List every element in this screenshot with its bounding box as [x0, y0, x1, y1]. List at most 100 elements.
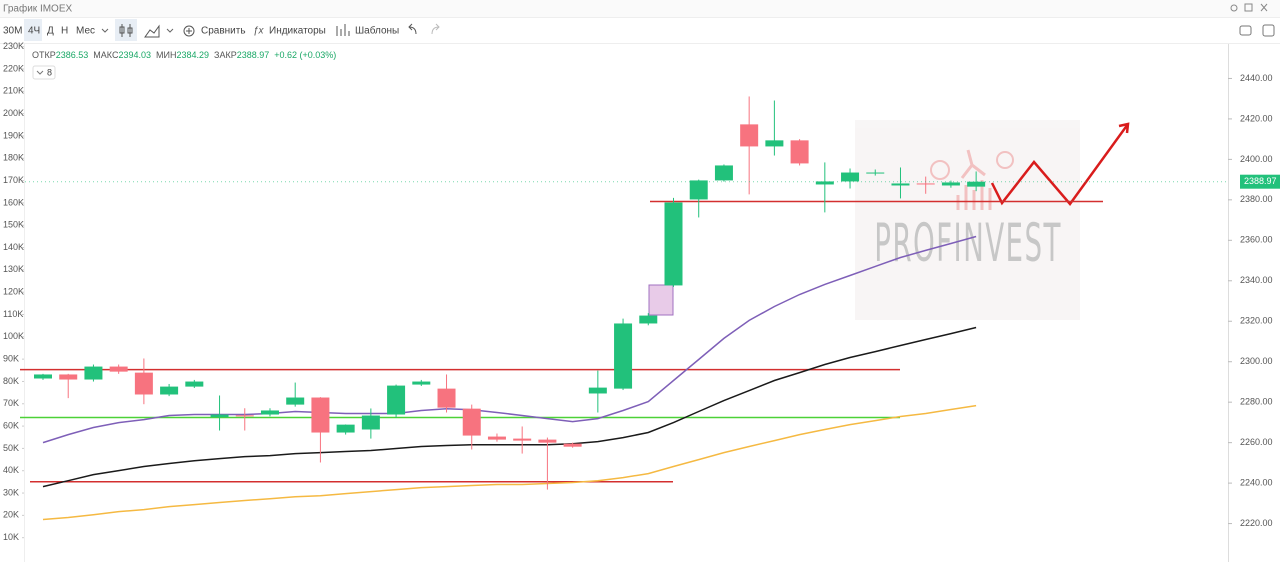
- chevron[interactable]: [101, 28, 109, 33]
- y2-tick-label: 170K: [3, 175, 24, 185]
- undo-button[interactable]: [408, 23, 417, 35]
- axes: 2220.00 2240.00 2260.00 2280.00 2300.00 2320.…: [3, 41, 1273, 542]
- detach-button[interactable]: [1244, 3, 1253, 12]
- interval-button[interactable]: 4Ч: [28, 26, 40, 37]
- y2-tick-label: 160K: [3, 197, 24, 207]
- candle-body: [639, 315, 658, 324]
- candle-body: [361, 415, 380, 430]
- moving-average: [42, 235, 977, 444]
- candle-body: [513, 438, 532, 441]
- watermark-text: PROFINVEST: [874, 213, 1062, 274]
- candle-body: [891, 183, 910, 186]
- y2-tick-label: 120K: [3, 287, 24, 297]
- legend-label: МИН: [156, 50, 176, 60]
- chart-type-button[interactable]: [115, 19, 137, 41]
- candle-body: [916, 183, 935, 185]
- y2-tick-label: 220K: [3, 63, 24, 73]
- y-tick-label: 2400.00: [1240, 154, 1273, 164]
- title-bar: [0, 0, 1280, 17]
- candle-body: [714, 165, 733, 181]
- watermark-icon: [930, 160, 950, 180]
- screenshot-button[interactable]: [1239, 25, 1252, 36]
- y-tick-label: 2320.00: [1240, 316, 1273, 326]
- indicator-toggle[interactable]: [32, 65, 56, 80]
- interval-button[interactable]: Мес: [76, 26, 95, 37]
- legend-value: 2384.29: [176, 50, 209, 60]
- y2-tick-label: 230K: [3, 41, 24, 51]
- y-tick-label: 2360.00: [1240, 235, 1273, 245]
- candle-body: [437, 388, 456, 408]
- chevron: [36, 70, 44, 75]
- indicators-button[interactable]: Индикаторы: [269, 26, 326, 37]
- compare-icon-plus: [186, 28, 192, 34]
- candle-body: [336, 424, 355, 433]
- candle-body: [841, 172, 860, 182]
- watermark-icon: [996, 151, 1014, 169]
- candle-body: [84, 366, 103, 380]
- y-tick-label: 2280.00: [1240, 397, 1273, 407]
- legend-label: ОТКР: [32, 50, 56, 60]
- candle-body: [866, 172, 885, 174]
- compare-icon[interactable]: [183, 25, 195, 37]
- highlight-box: [648, 284, 674, 316]
- candle-body: [109, 366, 128, 372]
- indicators-icon[interactable]: ƒx: [253, 26, 265, 37]
- interval-button[interactable]: 30М: [3, 26, 22, 37]
- candle-body: [185, 381, 204, 387]
- candle-icon: [119, 24, 133, 37]
- candle-body: [664, 202, 683, 286]
- candle-body: [412, 381, 431, 385]
- candle-body: [462, 408, 481, 436]
- candle-body: [235, 415, 254, 417]
- candle-body: [967, 181, 986, 187]
- active-interval-bg: [24, 19, 42, 41]
- forecast-arrow: [990, 122, 1130, 207]
- moving-average: [42, 404, 977, 521]
- candle-body: [765, 140, 784, 147]
- candle-body: [941, 182, 960, 186]
- legend-label: ЗАКР: [214, 50, 237, 60]
- window-buttons[interactable]: [1230, 3, 1268, 12]
- y2-tick-label: 200K: [3, 108, 24, 118]
- candle-body: [160, 386, 179, 395]
- settings-panel-button[interactable]: [1262, 24, 1275, 37]
- legend-value: 2386.53: [56, 50, 89, 60]
- y-tick-label: 2260.00: [1240, 437, 1273, 447]
- y2-tick-label: 70K: [3, 398, 19, 408]
- templates-button[interactable]: Шаблоны: [355, 25, 399, 37]
- chevron[interactable]: [166, 28, 174, 33]
- candle-body: [588, 387, 607, 394]
- y-tick-label: 2440.00: [1240, 73, 1273, 83]
- last-price-tag: 2388.97: [1244, 176, 1277, 186]
- y2-tick-label: 10K: [3, 532, 19, 542]
- settings-button[interactable]: [1230, 4, 1238, 12]
- candle-body: [815, 181, 834, 185]
- y2-tick-label: 110K: [3, 309, 23, 319]
- candle-body: [740, 124, 759, 147]
- last-price-tag-bg: [1240, 174, 1280, 189]
- area-icon[interactable]: [144, 24, 160, 38]
- y-tick-label: 2240.00: [1240, 477, 1273, 487]
- interval-button[interactable]: Н: [61, 26, 68, 37]
- candle-body: [689, 180, 708, 200]
- candle-body: [563, 443, 582, 447]
- y-tick-label: 2220.00: [1240, 518, 1273, 528]
- y2-tick-label: 80K: [3, 376, 19, 386]
- templates-icon[interactable]: [336, 24, 350, 36]
- interval-button[interactable]: Д: [47, 26, 54, 37]
- y2-tick-label: 40K: [3, 465, 19, 475]
- candle-body: [790, 140, 809, 164]
- legend-value: 2394.03: [118, 50, 151, 60]
- candle-body: [614, 323, 633, 389]
- redo-button[interactable]: [431, 23, 440, 35]
- candle-body: [34, 374, 52, 379]
- compare-button[interactable]: Сравнить: [201, 26, 246, 37]
- y2-tick-label: 100K: [3, 331, 24, 341]
- y2-tick-label: 20K: [3, 510, 19, 520]
- watermark: PROFINVEST: [855, 120, 1080, 320]
- ohlc-legend: ОТКР2386.53 МАКС2394.03 МИН2384.29 ЗАКР2388…: [32, 50, 336, 60]
- close-button[interactable]: [1260, 3, 1268, 12]
- legend: ОТКР2386.53 МАКС2394.03 МИН2384.29 ЗАКР2388…: [32, 50, 336, 80]
- candle-body: [210, 414, 229, 418]
- window-title: График IMOEX: [3, 3, 73, 15]
